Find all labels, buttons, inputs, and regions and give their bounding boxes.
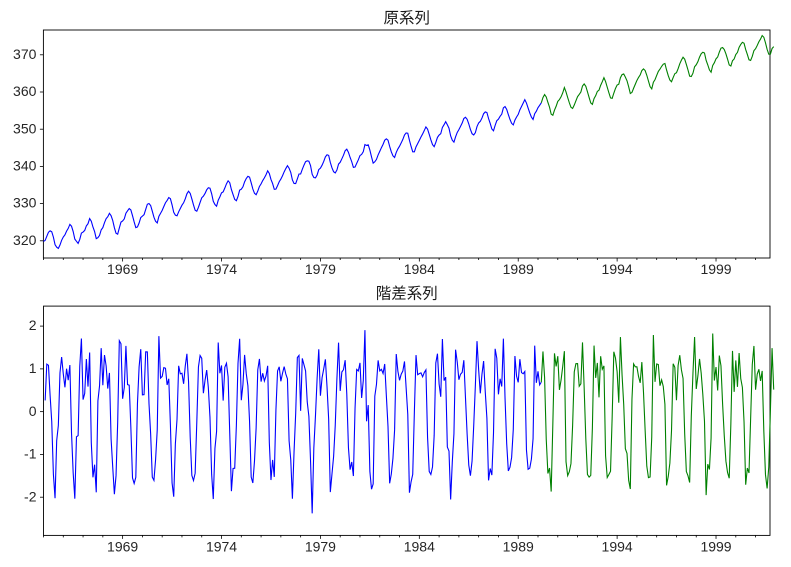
svg-text:0: 0 [29, 403, 37, 419]
svg-text:-1: -1 [24, 446, 37, 462]
svg-text:1999: 1999 [700, 261, 731, 277]
svg-text:360: 360 [13, 83, 37, 99]
svg-text:350: 350 [13, 120, 37, 136]
svg-text:1969: 1969 [107, 538, 138, 554]
svg-text:1994: 1994 [602, 538, 633, 554]
svg-text:1974: 1974 [206, 538, 237, 554]
svg-text:階差系列: 階差系列 [376, 282, 438, 304]
svg-text:1974: 1974 [206, 261, 237, 277]
svg-text:原系列: 原系列 [383, 6, 430, 28]
svg-text:1989: 1989 [503, 261, 534, 277]
svg-text:-2: -2 [24, 488, 37, 504]
svg-text:1979: 1979 [305, 538, 336, 554]
svg-text:1989: 1989 [503, 538, 534, 554]
svg-text:340: 340 [13, 158, 37, 174]
svg-text:1999: 1999 [700, 538, 731, 554]
svg-text:2: 2 [29, 317, 37, 333]
svg-text:1984: 1984 [404, 261, 435, 277]
svg-text:330: 330 [13, 195, 37, 211]
svg-text:1969: 1969 [107, 261, 138, 277]
svg-text:370: 370 [13, 46, 37, 62]
svg-text:320: 320 [13, 232, 37, 248]
svg-text:1984: 1984 [404, 538, 435, 554]
svg-text:1979: 1979 [305, 261, 336, 277]
svg-text:1994: 1994 [602, 261, 633, 277]
svg-text:1: 1 [29, 360, 37, 376]
